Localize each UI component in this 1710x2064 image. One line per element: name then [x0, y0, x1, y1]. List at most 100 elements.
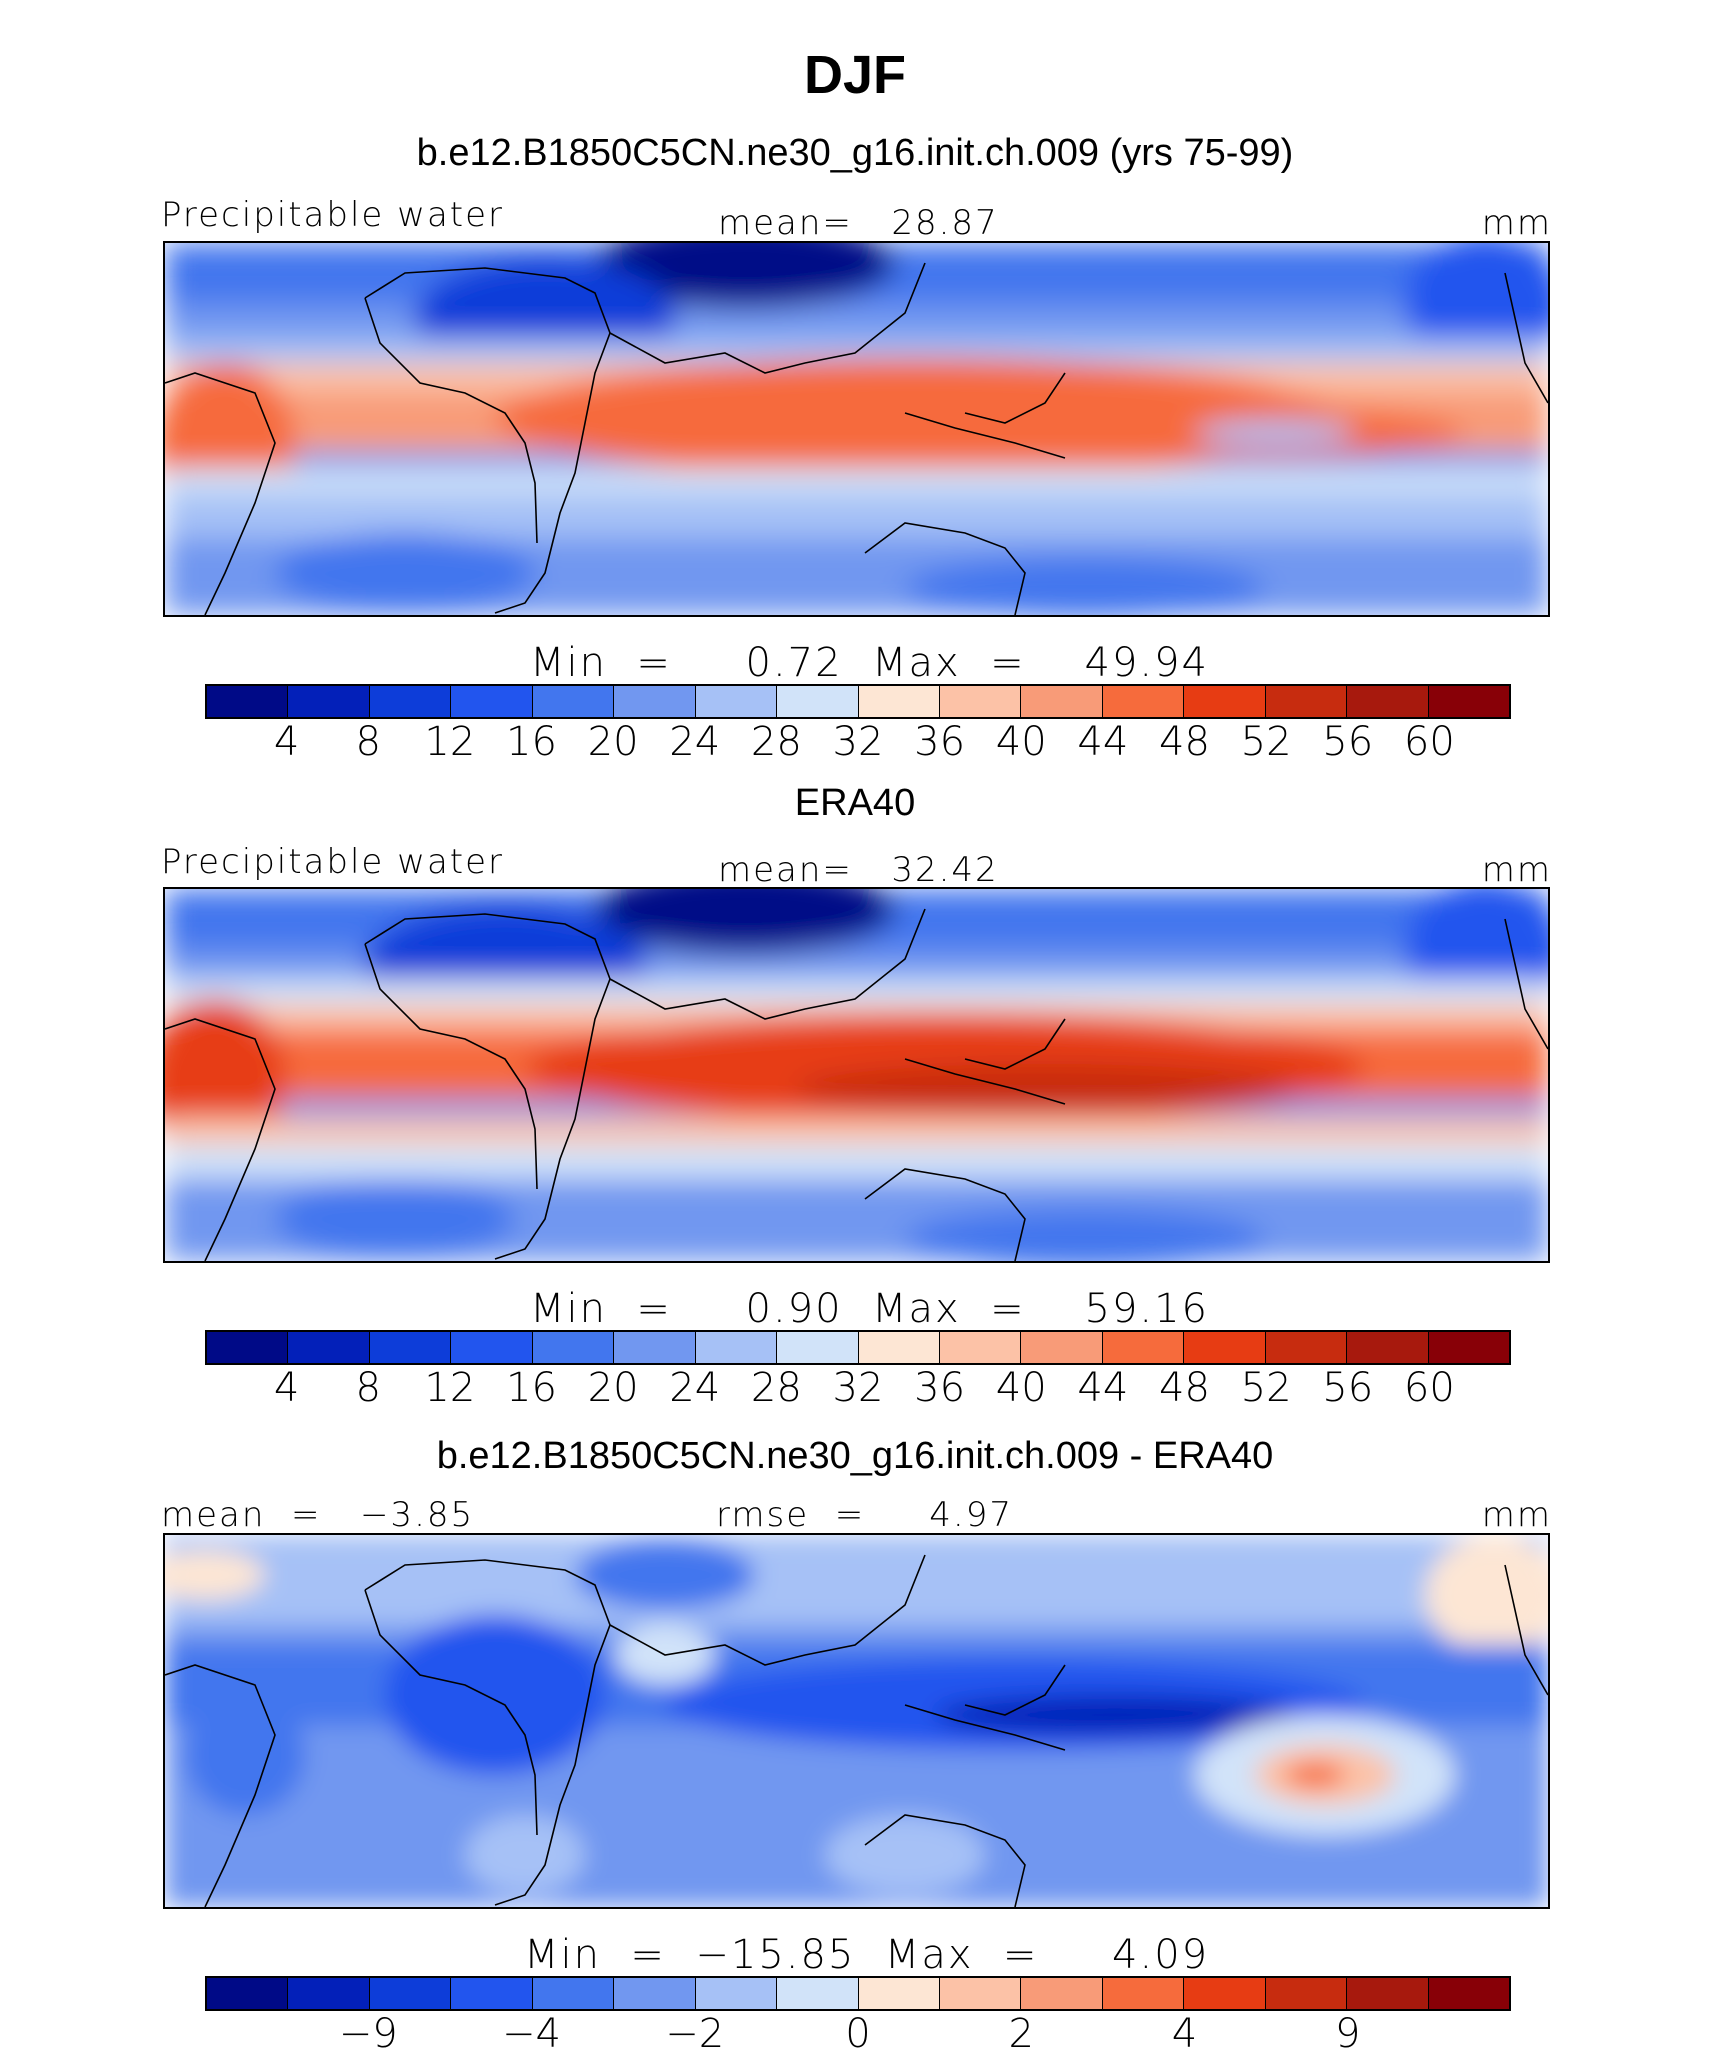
colorbar-swatch — [1347, 1978, 1429, 2009]
colorbar-swatch — [695, 1978, 778, 2009]
colorbar-swatch — [695, 1332, 778, 1363]
panel2-heading: ERA40 — [794, 782, 916, 824]
colorbar-tick-label: 4 — [273, 719, 300, 765]
colorbar-tick-label: 56 — [1322, 719, 1374, 765]
colorbar-swatch — [1184, 1978, 1266, 2009]
panel2-colorbar — [205, 1330, 1511, 1365]
colorbar-swatch — [1347, 686, 1429, 717]
panel3-coastlines — [165, 1554, 1548, 1907]
colorbar-swatch — [1428, 1332, 1509, 1363]
colorbar-swatch — [532, 686, 615, 717]
panel3-map — [163, 1533, 1550, 1909]
colorbar-swatch — [369, 1978, 452, 2009]
panel1-coastlines — [165, 262, 1548, 615]
panel1-mean-label: mean= 28.87 — [718, 203, 999, 243]
colorbar-tick-label: 52 — [1240, 1365, 1292, 1411]
colorbar-tick-label: 12 — [424, 719, 476, 765]
panel3-units-label: mm — [1481, 1495, 1552, 1535]
colorbar-swatch — [1021, 686, 1103, 717]
colorbar-swatch — [288, 1978, 370, 2009]
colorbar-tick-label: −4 — [502, 2011, 561, 2057]
colorbar-swatch — [614, 686, 696, 717]
colorbar-swatch — [1428, 686, 1509, 717]
panel2-units-label: mm — [1481, 850, 1552, 890]
panel3-mean-label: mean = −3.85 — [161, 1495, 475, 1535]
colorbar-swatch — [858, 1978, 940, 2009]
colorbar-swatch — [858, 686, 940, 717]
panel3-colorbar — [205, 1976, 1511, 2011]
colorbar-swatch — [288, 686, 370, 717]
panel2-map — [163, 887, 1550, 1263]
panel2-map-field — [165, 889, 1548, 1261]
panel2-mean-label: mean= 32.42 — [718, 850, 999, 890]
colorbar-tick-label: −2 — [665, 2011, 725, 2057]
colorbar-tick-label: 44 — [1077, 719, 1129, 765]
panel1-colorbar — [205, 684, 1511, 719]
panel1-units-label: mm — [1481, 203, 1552, 243]
colorbar-swatch — [207, 1978, 289, 2009]
colorbar-tick-label: 20 — [587, 719, 639, 765]
colorbar-swatch — [939, 686, 1022, 717]
colorbar-swatch — [369, 1332, 452, 1363]
panel3-minmax: Min = −15.85 Max = 4.09 — [524, 1932, 1210, 1978]
colorbar-tick-label: 52 — [1240, 719, 1292, 765]
colorbar-swatch — [939, 1332, 1022, 1363]
colorbar-swatch — [1102, 1332, 1185, 1363]
panel1-minmax: Min = 0.72 Max = 49.94 — [530, 640, 1209, 686]
panel2-variable-label: Precipitable water — [161, 842, 505, 882]
colorbar-tick-label: 40 — [995, 1365, 1047, 1411]
colorbar-swatch — [858, 1332, 940, 1363]
colorbar-tick-label: 60 — [1403, 1365, 1455, 1411]
panel1-map-field — [165, 243, 1548, 615]
colorbar-swatch — [1265, 686, 1348, 717]
colorbar-swatch — [451, 686, 533, 717]
colorbar-swatch — [1184, 1332, 1266, 1363]
colorbar-tick-label: 12 — [424, 1365, 476, 1411]
panel1-heading: b.e12.B1850C5CN.ne30_g16.init.ch.009 (yr… — [416, 132, 1294, 174]
colorbar-tick-label: 36 — [914, 1365, 966, 1411]
panel2-coastlines — [165, 908, 1548, 1261]
colorbar-swatch — [207, 686, 289, 717]
colorbar-swatch — [695, 686, 778, 717]
colorbar-tick-label: 4 — [273, 1365, 300, 1411]
figure-title: DJF — [803, 45, 906, 105]
colorbar-tick-label: 4 — [1171, 2011, 1198, 2057]
panel1-map — [163, 241, 1550, 617]
colorbar-swatch — [614, 1332, 696, 1363]
colorbar-swatch — [777, 686, 859, 717]
colorbar-swatch — [777, 1332, 859, 1363]
panel2-minmax: Min = 0.90 Max = 59.16 — [530, 1286, 1209, 1332]
colorbar-tick-label: 32 — [832, 719, 884, 765]
colorbar-swatch — [207, 1332, 289, 1363]
colorbar-tick-label: 60 — [1403, 719, 1455, 765]
colorbar-tick-label: 0 — [845, 2011, 871, 2057]
colorbar-tick-label: 24 — [669, 1365, 721, 1411]
colorbar-tick-label: 28 — [750, 719, 802, 765]
colorbar-tick-label: 48 — [1159, 1365, 1210, 1411]
colorbar-swatch — [939, 1978, 1022, 2009]
colorbar-swatch — [1102, 686, 1185, 717]
colorbar-tick-label: 36 — [914, 719, 966, 765]
colorbar-tick-label: 8 — [355, 1365, 381, 1411]
colorbar-swatch — [1265, 1332, 1348, 1363]
colorbar-swatch — [1184, 686, 1266, 717]
colorbar-tick-label: 28 — [750, 1365, 802, 1411]
colorbar-tick-label: 44 — [1077, 1365, 1129, 1411]
panel3-rmse-label: rmse = 4.97 — [716, 1495, 1013, 1535]
panel1-variable-label: Precipitable water — [161, 195, 505, 235]
colorbar-tick-label: 8 — [355, 719, 381, 765]
colorbar-swatch — [532, 1978, 615, 2009]
colorbar-swatch — [1347, 1332, 1429, 1363]
colorbar-tick-label: −9 — [338, 2011, 398, 2057]
colorbar-swatch — [451, 1332, 533, 1363]
colorbar-swatch — [777, 1978, 859, 2009]
colorbar-swatch — [369, 686, 452, 717]
colorbar-tick-label: 32 — [832, 1365, 884, 1411]
colorbar-swatch — [288, 1332, 370, 1363]
colorbar-tick-label: 24 — [669, 719, 721, 765]
colorbar-swatch — [532, 1332, 615, 1363]
colorbar-tick-label: 20 — [587, 1365, 639, 1411]
panel3-heading: b.e12.B1850C5CN.ne30_g16.init.ch.009 - E… — [436, 1435, 1274, 1477]
colorbar-swatch — [1265, 1978, 1348, 2009]
colorbar-tick-label: 2 — [1008, 2011, 1034, 2057]
